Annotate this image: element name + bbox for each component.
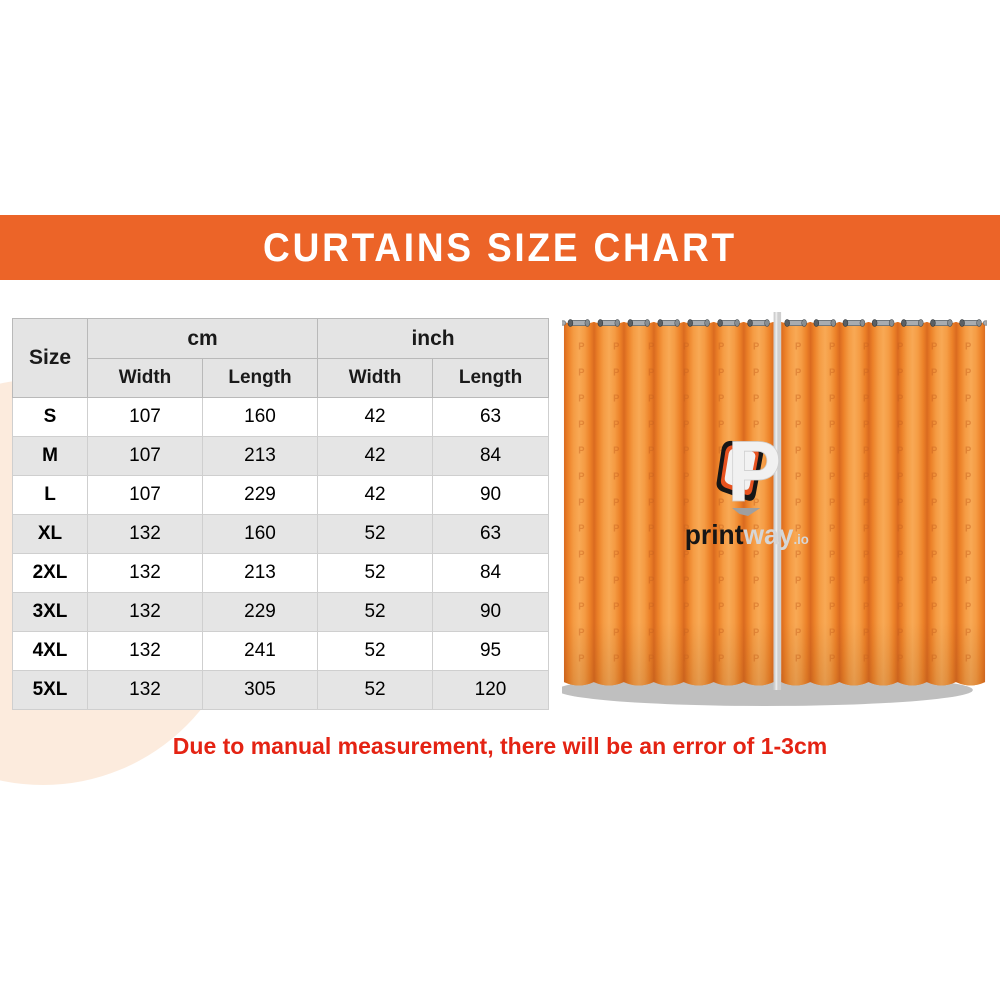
svg-text:printway.io: printway.io	[685, 518, 809, 550]
svg-text:P: P	[727, 423, 781, 520]
